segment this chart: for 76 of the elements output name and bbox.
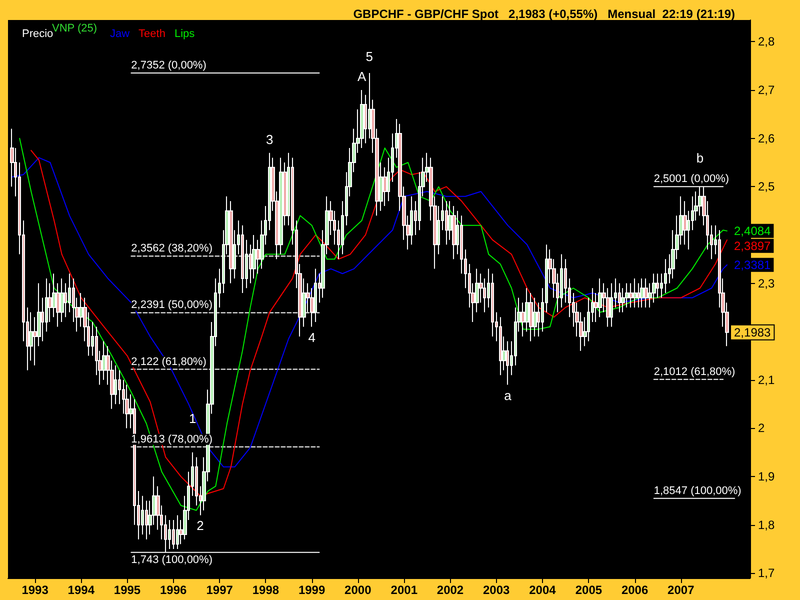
y-tick-label: 1,7 [758,566,776,580]
annotation: 4 [308,330,316,345]
candlestick [598,278,602,318]
x-tick-label: 1995 [114,583,141,597]
candlestick [360,90,364,149]
annotation: 1,9613 (78,00%) [131,433,213,446]
annotation: 3 [266,132,274,147]
candlestick [618,282,621,313]
candlestick [410,196,413,246]
annotation: 1 [188,410,196,426]
annotation: 2,1012 (61,80%) [654,366,736,378]
candlestick [640,278,644,308]
candlestick [610,282,613,328]
x-tick-label: 1994 [68,583,95,597]
candlestick [114,364,117,405]
x-tick-label: 2002 [436,583,464,597]
candlestick [445,200,448,246]
candlestick [141,495,144,536]
annotation: 1,743 (100,00%) [131,554,213,566]
x-tick-label: 2001 [390,583,418,597]
annotation: VNP (25) [52,22,98,34]
text: 2,1983 [734,325,771,340]
x-tick-label: 1996 [160,583,188,597]
y-tick-label: 2,7 [758,83,776,98]
x-tick-label: 2000 [344,583,372,597]
annotation: b [696,150,704,166]
x-tick-label: 2005 [575,583,602,597]
annotation: A [357,69,366,84]
annotation: 5 [366,49,374,64]
data-label: 2,4084 [734,224,772,238]
candlestick [652,273,656,304]
y-tick-label: 2,3 [758,276,776,290]
candlestick [125,384,129,429]
x-tick-label: 1997 [206,583,234,597]
candlestick [644,278,648,308]
text: Precio [22,28,54,40]
y-tick-label: 1,9 [758,470,776,484]
x-tick-label: 2007 [668,583,695,597]
candlestick [629,282,633,308]
candlestick [637,282,640,308]
y-tick-label: 2,5 [758,180,776,194]
text: Jaw [110,28,130,40]
candlestick [621,288,625,313]
annotation: 2,2391 (50,00%) [131,299,213,312]
y-tick-label: 2,1 [758,372,776,387]
text: Teeth [138,28,166,40]
text: Lips [174,28,196,40]
annotation: 2,7352 (0,00%) [131,60,206,72]
x-tick-label: 1999 [298,583,326,597]
x-tick-label: 1998 [252,583,280,597]
y-tick-label: 2,8 [758,34,776,49]
candlestick [506,340,509,386]
y-tick-label: 2,6 [758,131,776,146]
candlestick [499,316,502,376]
candlestick [529,292,533,342]
y-tick-label: 1,8 [758,518,776,532]
data-label: 2,3897 [734,238,772,253]
x-tick-label: 2003 [483,583,510,597]
data-label: 2,3381 [734,258,772,272]
annotation: 2,3562 (38,20%) [131,242,213,255]
annotation: 2,5001 (0,00%) [654,173,730,186]
x-tick-label: 1993 [22,583,49,597]
candlestick [683,200,687,246]
chart-title: GBPCHF - GBP/CHF Spot 2,1983 (+0,55%) Mensual 22:19 (21:19) [353,7,736,21]
candlestick [145,500,148,540]
annotation: 1,8547 (100,00%) [654,484,742,497]
candlestick [606,288,610,328]
annotation: a [504,388,512,403]
candlestick [633,278,637,308]
x-tick-label: 2006 [621,583,648,597]
candlestick [656,273,659,298]
y-tick-label: 2 [758,421,765,436]
x-tick-label: 2004 [529,583,556,597]
annotation: 2 [196,518,204,534]
candlestick [176,514,179,550]
annotation: 2,122 (61,80%) [131,356,206,368]
